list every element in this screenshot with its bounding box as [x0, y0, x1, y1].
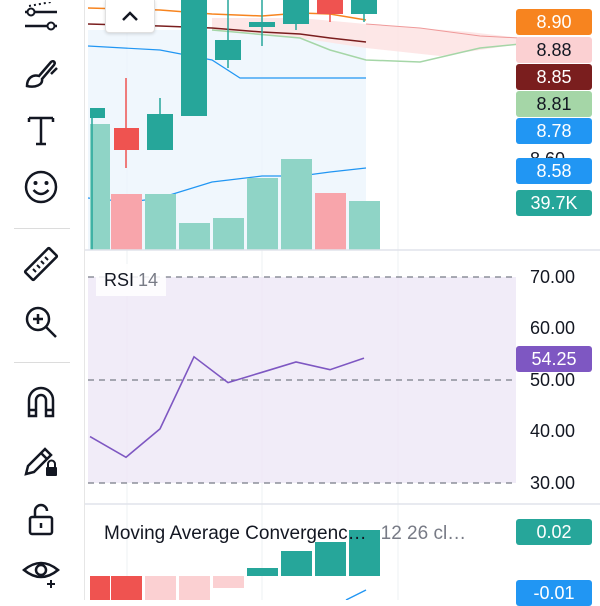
volume-bar	[349, 201, 380, 250]
volume-bar	[90, 124, 110, 250]
candle	[90, 108, 105, 118]
macd-bar	[349, 530, 380, 576]
rsi-name: RSI	[104, 270, 135, 290]
ichimoku-cloud	[212, 18, 520, 56]
cloud-lower-span	[211, 29, 521, 63]
cloud-upper-span	[365, 23, 521, 39]
price-tag-value: 8.58	[536, 161, 572, 181]
price-tag-blue: 8.78	[516, 118, 592, 144]
toolbar-divider	[14, 228, 70, 229]
emoji-tool-icon[interactable]	[18, 165, 64, 209]
candle	[317, 0, 343, 14]
candles	[90, 0, 377, 250]
macd-bar	[213, 576, 244, 588]
visibility-tool-icon[interactable]	[18, 550, 64, 594]
price-tag-blue-lower: 8.58	[516, 158, 592, 184]
volume-tag-value: 39.7K	[530, 193, 578, 213]
candle	[114, 128, 139, 150]
ruler-glyph	[23, 246, 59, 282]
price-tag-value: 8.90	[536, 12, 572, 32]
magnet-tool-icon[interactable]	[18, 380, 64, 424]
magnet-glyph	[27, 386, 55, 418]
text-glyph	[27, 116, 55, 146]
macd-params: 12 26 cl…	[380, 523, 467, 544]
price-tag-value: 8.88	[536, 40, 572, 60]
rsi-axis-label-50: 50.00	[530, 370, 576, 390]
volume-bar	[315, 193, 346, 250]
rsi-current-value: 54.25	[531, 349, 577, 369]
macd-bar	[90, 576, 110, 600]
price-tag-orange: 8.90	[516, 9, 592, 35]
macd-tag-bottom: -0.01	[516, 580, 592, 606]
macd-bar	[315, 542, 346, 576]
macd-bar	[145, 576, 176, 600]
rsi-legend[interactable]: RSI 14	[96, 264, 167, 296]
chevron-up-icon	[122, 11, 138, 21]
rsi-axis-label-40: 40.00	[530, 421, 576, 441]
brush-glyph	[25, 59, 58, 88]
rsi-axis-label-70: 70.00	[530, 267, 576, 287]
macd-name: Moving Average Convergenc…	[104, 523, 367, 544]
price-tag-light-green: 8.81	[516, 91, 592, 117]
macd-bar	[179, 576, 210, 600]
toolbar-divider	[14, 362, 70, 363]
pencil-lock-glyph	[24, 447, 57, 476]
price-tag-value: 8.85	[536, 67, 572, 87]
drawing-toolbar	[0, 0, 85, 600]
volume-bar	[213, 218, 244, 250]
lock-drawing-tool-icon[interactable]	[18, 438, 64, 482]
ruler-tool-icon[interactable]	[18, 243, 64, 287]
macd-legend[interactable]: Moving Average Convergenc… 12 26 cl…	[104, 522, 504, 546]
volume-bar	[179, 223, 210, 250]
collapse-legend-button[interactable]	[105, 0, 155, 33]
trend-line-glyph	[25, 2, 57, 31]
macd-tag-top: 0.02	[516, 519, 592, 545]
macd-histogram	[90, 530, 380, 600]
eye-glyph	[22, 561, 60, 588]
price-tag-value: 8.81	[536, 94, 572, 114]
macd-bar	[281, 551, 312, 576]
volume-bar	[145, 194, 176, 250]
trend-line-tool-icon[interactable]	[18, 0, 64, 44]
zoom-glyph	[25, 306, 57, 338]
padlock-open-glyph	[28, 503, 54, 536]
candle	[351, 0, 377, 14]
rsi-line	[89, 355, 365, 459]
zoom-in-tool-icon[interactable]	[18, 300, 64, 344]
blue-ma-line	[87, 45, 366, 79]
candle	[283, 0, 309, 24]
rsi-length: 14	[138, 270, 159, 290]
price-tag-maroon: 8.85	[516, 64, 592, 90]
chart-canvas[interactable]	[85, 0, 600, 600]
rsi-value-tag: 54.25	[516, 346, 592, 372]
price-tag-pink: 8.88	[516, 37, 592, 63]
macd-tag-bottom-value: -0.01	[533, 583, 575, 603]
price-axis-label-partial: 8.60	[530, 150, 566, 160]
volume-bars	[90, 124, 380, 250]
volume-bar	[111, 194, 142, 250]
volume-bar	[247, 178, 278, 250]
price-tag-value: 8.78	[536, 121, 572, 141]
macd-signal-line	[345, 589, 367, 600]
volume-tag: 39.7K	[516, 190, 592, 216]
candle	[215, 40, 241, 60]
smiley-glyph	[24, 170, 58, 204]
brush-tool-icon[interactable]	[18, 50, 64, 94]
rsi-axis-label-30: 30.00	[530, 473, 576, 493]
candle	[147, 114, 173, 150]
macd-bar	[247, 568, 278, 576]
volume-bar	[281, 159, 312, 250]
unlock-tool-icon[interactable]	[18, 497, 64, 541]
macd-tag-top-value: 0.02	[536, 522, 572, 542]
candle	[181, 0, 207, 116]
macd-bar	[111, 576, 142, 600]
rsi-axis-label-60: 60.00	[530, 318, 576, 338]
text-tool-icon[interactable]	[18, 108, 64, 152]
candle	[249, 22, 275, 27]
